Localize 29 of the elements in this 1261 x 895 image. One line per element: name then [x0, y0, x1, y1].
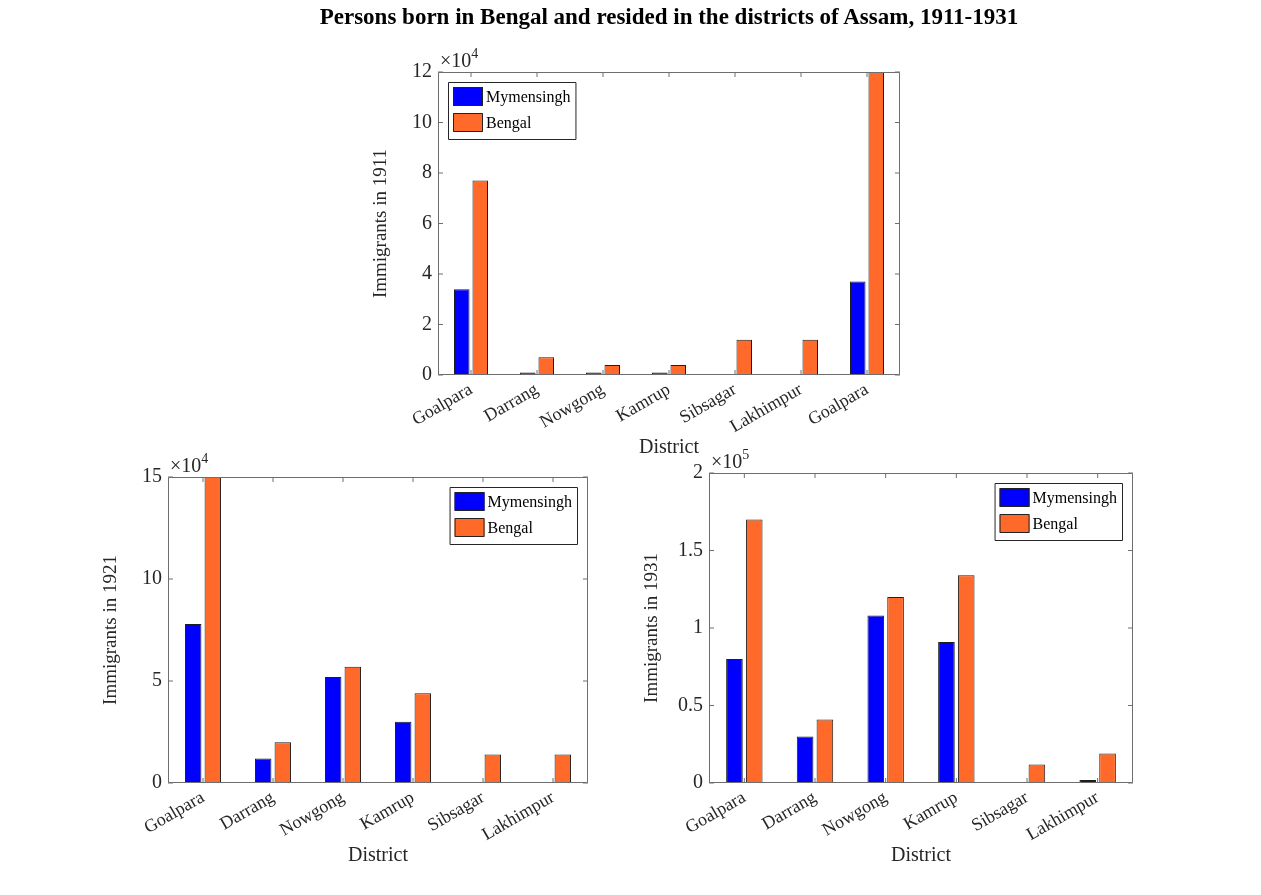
legend-label: Mymensingh	[487, 492, 573, 511]
y-tick-label: 10	[412, 109, 432, 132]
y-tick-label: 1.5	[678, 537, 703, 560]
y-tick-label: 6	[422, 210, 432, 233]
x-axis-title: District	[891, 843, 952, 866]
legend-label: Bengal	[1032, 514, 1079, 533]
y-axis-title: Immigrants in 1911	[369, 148, 391, 299]
y-tick-label: 0	[152, 770, 162, 793]
y-tick-label: 12	[412, 59, 432, 82]
y-tick-label: 2	[422, 311, 432, 334]
y-tick-label: 5	[152, 668, 162, 691]
chart-title: Persons born in Bengal and resided in the districts of Assam, 1911-1931	[319, 4, 1019, 30]
y-tick-label: 4	[422, 261, 432, 284]
y-axis-title: Immigrants in 1921	[99, 555, 121, 705]
y-axis-title: Immigrants in 1931	[640, 553, 662, 703]
y-tick-label: 15	[142, 464, 162, 487]
y-tick-label: 0.5	[678, 692, 703, 715]
legend-label: Mymensingh	[1032, 488, 1118, 507]
x-axis-title: District	[348, 843, 409, 866]
legend-label: Bengal	[486, 113, 532, 132]
y-tick-label: 0	[693, 770, 703, 793]
y-tick-label: 2	[693, 460, 703, 483]
x-axis-title: District	[639, 435, 700, 458]
y-tick-label: 0	[422, 362, 432, 385]
legend-label: Mymensingh	[486, 87, 571, 106]
y-tick-label: 8	[422, 160, 432, 183]
y-tick-label: 10	[142, 566, 162, 589]
y-tick-label: 1	[693, 615, 703, 638]
legend-label: Bengal	[487, 518, 534, 537]
